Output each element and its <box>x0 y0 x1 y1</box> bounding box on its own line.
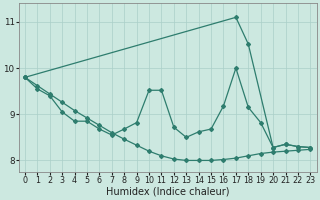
X-axis label: Humidex (Indice chaleur): Humidex (Indice chaleur) <box>106 187 229 197</box>
